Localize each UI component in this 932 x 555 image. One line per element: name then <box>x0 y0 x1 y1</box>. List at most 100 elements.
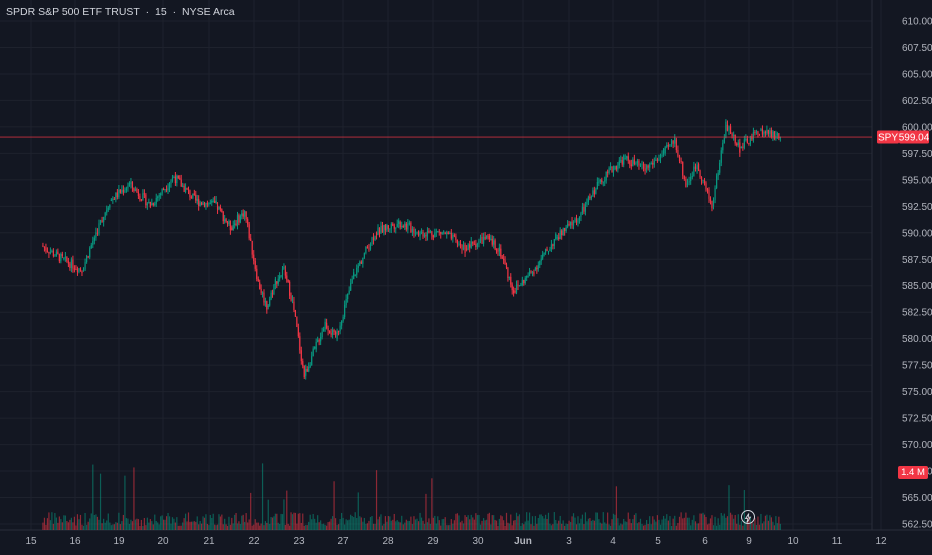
volume-bar <box>429 523 431 530</box>
volume-bar <box>357 492 359 530</box>
volume-bar <box>84 512 86 530</box>
candle-body <box>425 235 427 237</box>
y-tick-label: 585.00 <box>902 281 932 292</box>
candle-body <box>590 196 592 199</box>
volume-bar <box>396 520 398 530</box>
lightning-bolt-icon[interactable] <box>741 510 755 524</box>
candle-body <box>354 274 356 276</box>
volume-bar <box>241 515 243 530</box>
volume-bar <box>398 521 400 530</box>
candle-body <box>542 254 544 259</box>
volume-bar <box>383 523 385 530</box>
volume-bar <box>331 516 334 530</box>
volume-bar <box>157 522 159 530</box>
candle-body <box>666 144 668 147</box>
volume-bar <box>195 521 197 530</box>
volume-bar <box>119 524 121 530</box>
candle-body <box>248 224 250 239</box>
candle-body <box>742 146 744 148</box>
volume-bar <box>536 523 538 530</box>
volume-bar <box>79 514 82 530</box>
volume-bar <box>377 519 379 530</box>
volume-bar <box>66 520 68 530</box>
price-axis[interactable]: 610.00 607.50 605.00 602.50 600.00 597.50 595.… <box>902 17 932 531</box>
volume-bar <box>459 522 462 530</box>
volume-bar <box>685 512 687 530</box>
candle-body <box>189 190 191 198</box>
time-axis[interactable]: 15 16 19 20 21 22 23 27 28 29 30 Jun 3 4 5 6 9 10 11 12 <box>25 536 887 547</box>
volume-bar <box>299 513 301 530</box>
candle-body <box>359 261 361 266</box>
x-tick-label: 16 <box>69 536 81 547</box>
candle-body <box>446 232 448 235</box>
volume-bar <box>73 516 76 530</box>
candle-body <box>638 160 640 166</box>
volume-bar <box>447 525 449 530</box>
symbol-tag-label: SPY <box>878 133 898 144</box>
volume-bar <box>531 516 534 530</box>
volume-bar <box>239 524 241 530</box>
candle-body <box>279 276 281 279</box>
candle-body <box>555 233 557 240</box>
volume-bar <box>694 521 697 530</box>
candle-body <box>236 215 239 225</box>
volume-bar <box>115 522 117 530</box>
volume-bar <box>504 525 506 530</box>
candle-body <box>500 248 502 257</box>
volume-bar <box>235 512 237 530</box>
volume-bar <box>686 517 689 530</box>
volume-bar <box>539 514 541 530</box>
symbol-legend[interactable]: SPDR S&P 500 ETF TRUST · 15 · NYSE Arca <box>6 6 235 18</box>
candle-body <box>271 292 274 294</box>
volume-bar <box>646 520 648 530</box>
volume-bar <box>95 514 97 530</box>
candle-body <box>731 133 733 136</box>
candle-body <box>556 237 558 239</box>
volume-bar <box>434 515 436 530</box>
candle-body <box>452 235 454 239</box>
volume-bar <box>203 517 206 530</box>
candle-body <box>269 299 271 306</box>
volume-bar <box>306 525 308 530</box>
volume-bar <box>260 523 262 530</box>
volume-bar <box>247 522 249 530</box>
candle-body <box>347 293 349 300</box>
volume-bar <box>206 523 209 530</box>
candle-body <box>618 160 620 166</box>
volume-bar <box>488 512 490 530</box>
candle-body <box>182 185 184 187</box>
volume-bar <box>453 520 455 530</box>
volume-bar <box>146 517 148 530</box>
candle-body <box>202 202 204 205</box>
candle-body <box>365 246 367 254</box>
volume-bar <box>729 512 732 530</box>
candle-body <box>470 241 472 248</box>
candle-body <box>143 193 145 195</box>
candle-body <box>711 201 713 209</box>
candle-body <box>245 211 247 220</box>
volume-bar <box>366 523 369 530</box>
volume-bar <box>758 524 761 530</box>
candle-body <box>675 139 677 151</box>
y-tick-label: 565.00 <box>902 493 932 504</box>
candle-body <box>758 134 761 136</box>
volume-bar <box>469 519 471 530</box>
volume-bar <box>624 521 626 530</box>
candle-body <box>215 200 217 203</box>
candle-body <box>642 163 645 169</box>
candle-body <box>341 321 343 326</box>
candle-body <box>501 256 503 259</box>
volume-bar <box>518 514 521 530</box>
volume-bar <box>180 525 182 530</box>
candle-body <box>167 187 169 191</box>
candle-body <box>228 221 230 225</box>
candle-body <box>390 223 392 229</box>
volume-bar <box>87 521 89 530</box>
candle-body <box>659 154 662 159</box>
volume-bar <box>49 520 52 530</box>
legend-separator: · <box>172 6 177 18</box>
volume-bar <box>659 524 662 530</box>
candle-body <box>726 124 729 131</box>
